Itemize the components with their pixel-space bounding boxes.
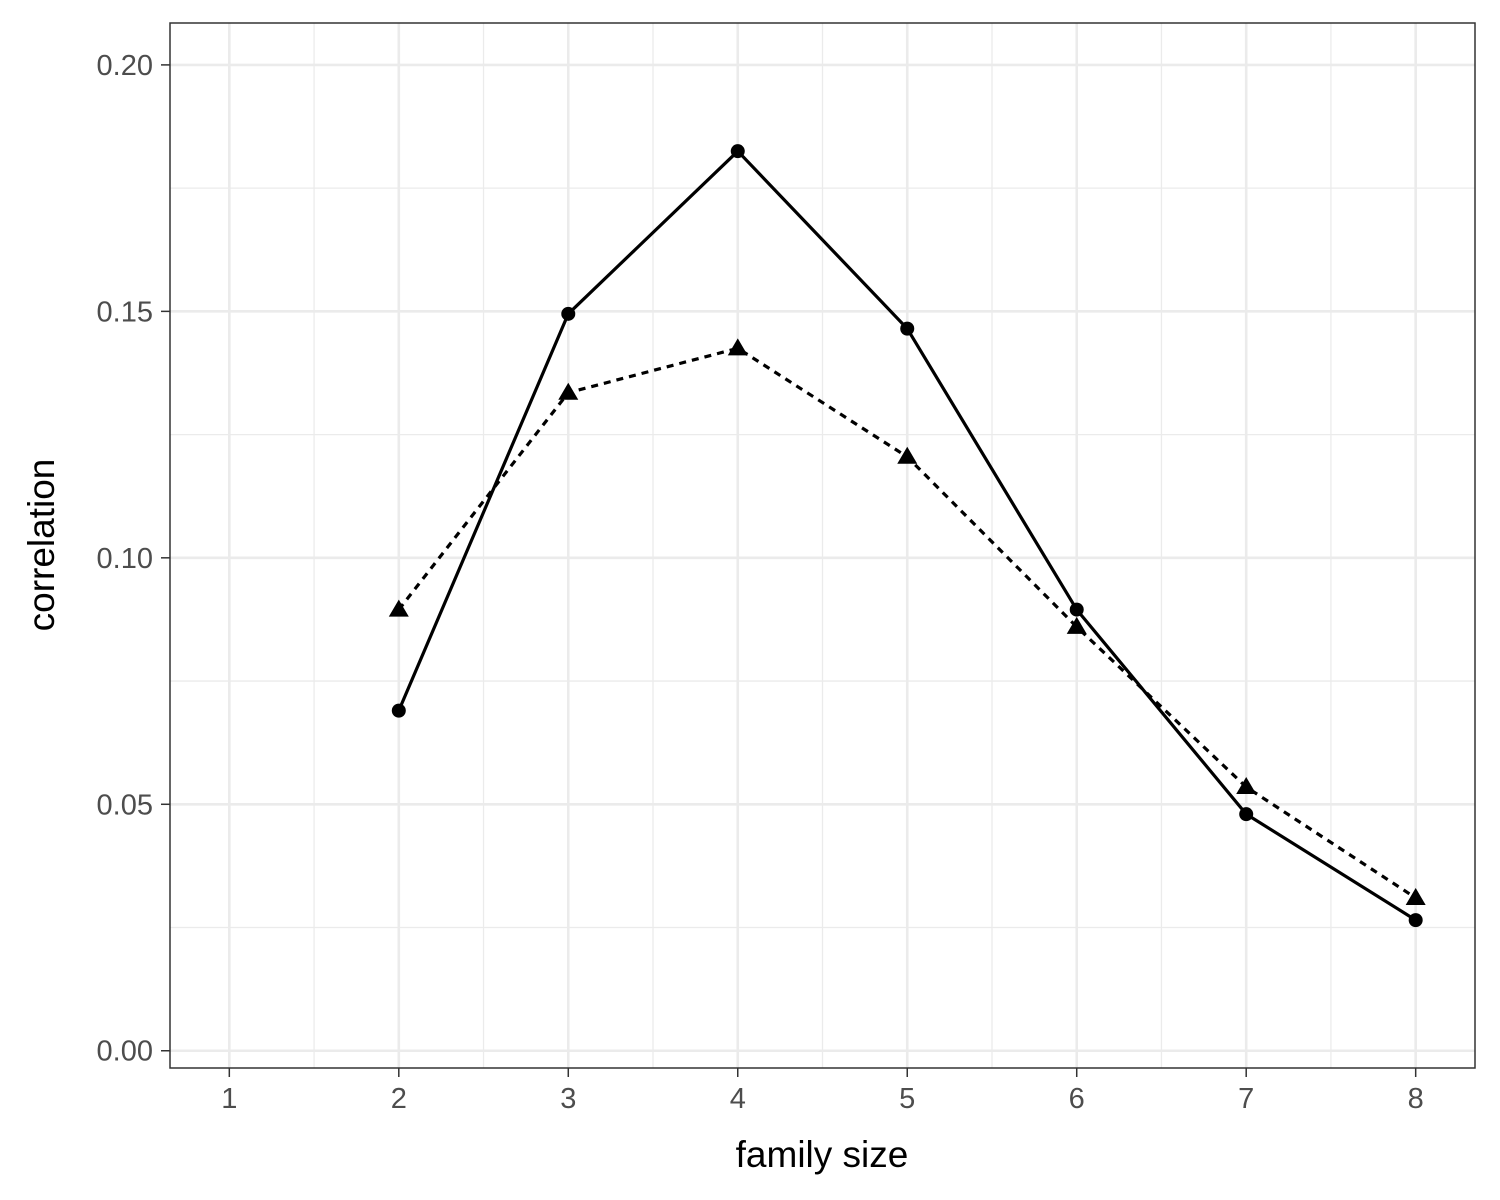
x-tick-label: 8: [1408, 1083, 1424, 1115]
series-1: [391, 144, 1423, 928]
x-tick-label: 6: [1069, 1083, 1085, 1115]
x-axis: 1 2 3 4 5 6 7 8: [221, 1068, 1424, 1115]
minor-gridlines: [170, 23, 1475, 1068]
data-point: [1069, 602, 1084, 617]
data-point: [730, 144, 745, 159]
x-axis-title: family size: [736, 1134, 909, 1175]
series-layer: [388, 144, 1426, 928]
data-point: [388, 599, 409, 617]
y-axis-title: correlation: [21, 459, 62, 632]
x-tick-label: 7: [1238, 1083, 1254, 1115]
x-tick-label: 2: [391, 1083, 407, 1115]
x-tick-label: 4: [730, 1083, 746, 1115]
data-point: [561, 306, 576, 321]
x-tick-label: 1: [221, 1083, 237, 1115]
data-point: [897, 446, 918, 464]
x-tick-label: 5: [899, 1083, 915, 1115]
data-point: [1066, 616, 1087, 634]
y-tick-label: 0.00: [97, 1036, 153, 1068]
y-tick-label: 0.10: [97, 543, 153, 575]
y-tick-label: 0.15: [97, 296, 153, 328]
data-point: [1405, 887, 1426, 905]
plot-border: [169, 22, 1476, 1069]
data-point: [727, 338, 748, 356]
data-point: [558, 382, 579, 400]
data-point: [1408, 913, 1423, 928]
y-axis: 0.00 0.05 0.10 0.15 0.20: [97, 50, 170, 1068]
data-point: [900, 321, 915, 336]
data-point: [1236, 777, 1257, 795]
y-tick-label: 0.05: [97, 789, 153, 821]
x-tick-label: 3: [560, 1083, 576, 1115]
y-tick-label: 0.20: [97, 50, 153, 82]
data-point: [1239, 807, 1254, 822]
data-point: [391, 703, 406, 718]
series-2: [388, 338, 1426, 905]
